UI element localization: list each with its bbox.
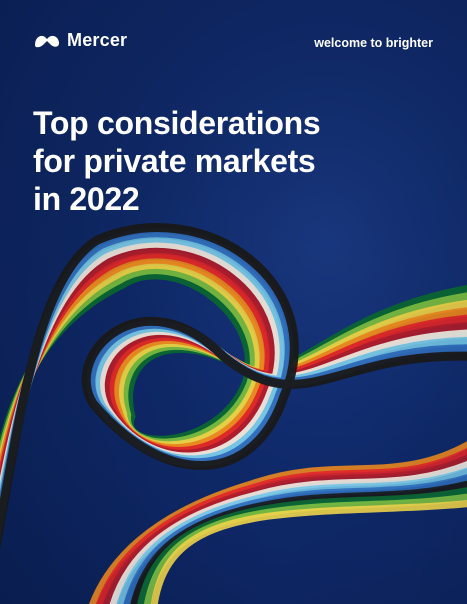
cover-title-line: in 2022: [33, 181, 140, 217]
cover-title-line: for private markets: [33, 143, 316, 179]
cover-title-line: Top considerations: [33, 105, 321, 141]
mercer-logo-icon: [35, 35, 59, 48]
brand-name: Mercer: [67, 30, 128, 50]
header: Mercer welcome to brighter: [0, 0, 467, 80]
brand-tagline: welcome to brighter: [314, 36, 433, 50]
mercer-logo[interactable]: Mercer: [33, 31, 127, 49]
cover-title: Top considerations for private markets i…: [33, 104, 433, 218]
